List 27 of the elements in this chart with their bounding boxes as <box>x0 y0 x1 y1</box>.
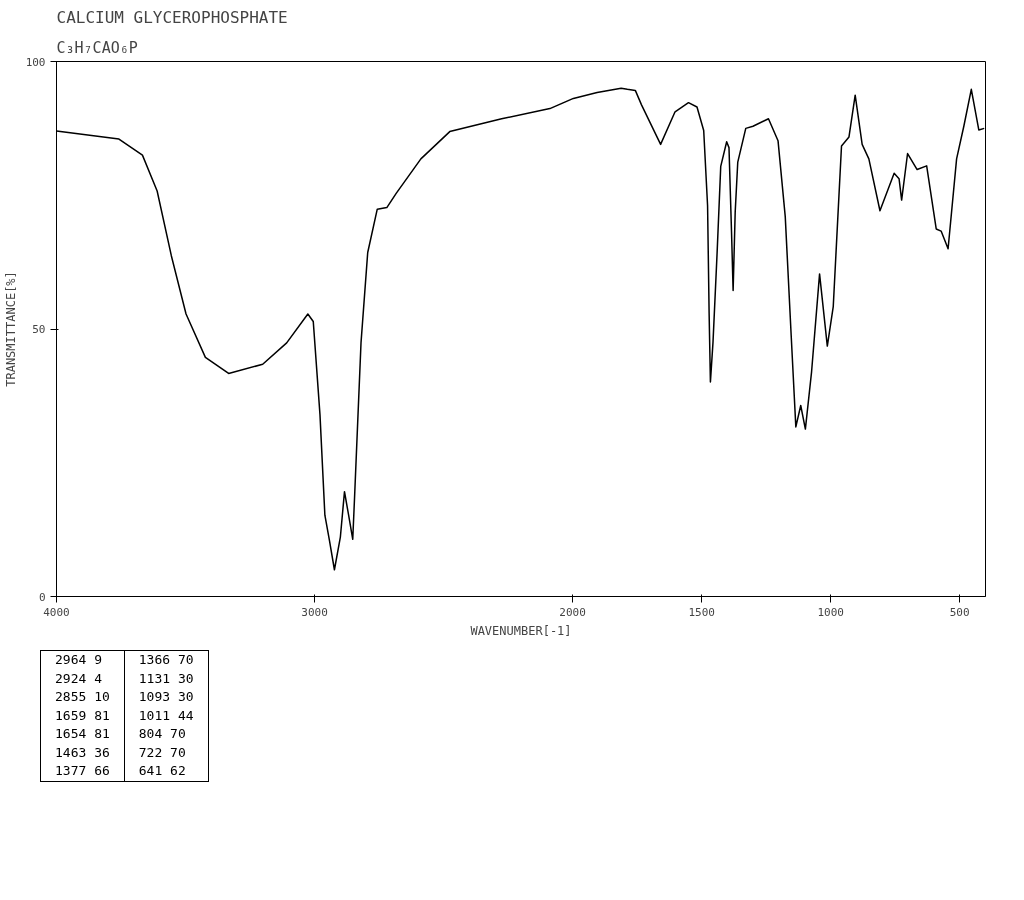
chart-title: CALCIUM GLYCEROPHOSPHATE <box>56 7 288 27</box>
y-tick-label: 50 <box>32 323 46 336</box>
y-axis-title: TRANSMITTANCE[%] <box>3 271 18 387</box>
x-tick-label: 500 <box>949 605 970 619</box>
chart-subtitle: C₃H₇CAO₆P <box>56 38 138 57</box>
x-axis-title: WAVENUMBER[-1] <box>470 623 572 638</box>
x-tick-label: 1500 <box>688 605 715 619</box>
text: 2964 9 <box>40 650 125 670</box>
text: 1377 66 <box>40 762 125 782</box>
text: 804 70 <box>137 725 187 744</box>
text: 641 62 <box>137 762 187 781</box>
x-tick-label: 2000 <box>559 605 586 619</box>
y-tick-label: 100 <box>25 55 46 69</box>
text: 1463 36 <box>40 743 125 763</box>
x-tick-label: 1000 <box>817 605 844 619</box>
x-tick-label: 4000 <box>43 605 70 619</box>
text: 1659 81 <box>40 706 125 726</box>
text: 2855 10 <box>40 688 125 707</box>
text: 1654 81 <box>40 725 125 744</box>
text: 1366 70 <box>137 651 195 669</box>
text: 1011 44 <box>137 706 195 725</box>
text: 2924 4 <box>40 669 125 689</box>
text: 1131 30 <box>137 669 195 688</box>
x-tick-label: 3000 <box>301 605 328 619</box>
text: 722 70 <box>137 743 187 762</box>
y-tick-label: 0 <box>38 590 46 604</box>
text: 1093 30 <box>137 688 195 707</box>
